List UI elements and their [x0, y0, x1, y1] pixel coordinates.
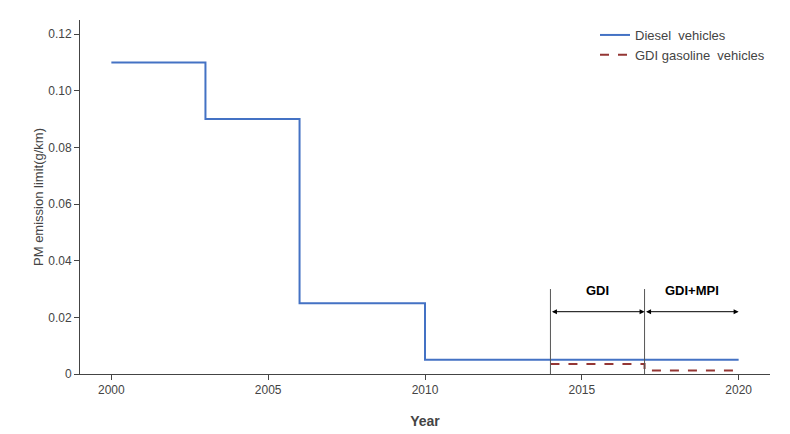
- svg-text:0.06: 0.06: [48, 197, 72, 211]
- svg-text:2005: 2005: [255, 383, 282, 397]
- svg-text:GDI+MPI: GDI+MPI: [665, 283, 719, 298]
- svg-text:2000: 2000: [98, 383, 125, 397]
- svg-text:2015: 2015: [568, 383, 595, 397]
- svg-text:GDI gasoline vehicles: GDI gasoline vehicles: [635, 48, 765, 63]
- svg-text:Diesel vehicles: Diesel vehicles: [635, 28, 726, 43]
- svg-text:0.10: 0.10: [48, 84, 72, 98]
- svg-text:2020: 2020: [725, 383, 752, 397]
- svg-text:GDI: GDI: [586, 283, 609, 298]
- svg-text:0.04: 0.04: [48, 254, 72, 268]
- svg-text:0: 0: [65, 367, 72, 381]
- svg-text:Year: Year: [410, 413, 440, 429]
- svg-text:0.08: 0.08: [48, 141, 72, 155]
- svg-text:2010: 2010: [412, 383, 439, 397]
- svg-text:0.02: 0.02: [48, 311, 72, 325]
- svg-text:0.12: 0.12: [48, 27, 72, 41]
- svg-text:PM emission limit(g/km): PM emission limit(g/km): [31, 128, 46, 266]
